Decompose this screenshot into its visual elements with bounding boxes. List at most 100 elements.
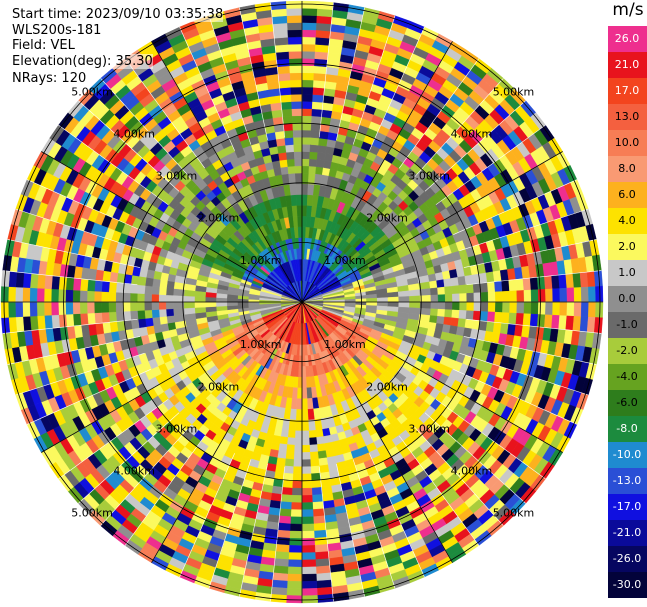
ray-gap — [412, 424, 504, 526]
velocity-cell — [22, 287, 31, 303]
velocity-cell — [137, 310, 146, 320]
velocity-cell — [572, 272, 582, 288]
velocity-cell — [152, 316, 161, 326]
ray-gap — [424, 412, 526, 504]
velocity-cell — [291, 205, 298, 217]
velocity-cell — [301, 430, 310, 439]
velocity-cell — [65, 277, 75, 291]
velocity-cell — [115, 282, 125, 293]
velocity-cell — [452, 301, 460, 311]
velocity-cell — [277, 522, 291, 532]
colorbar-swatch — [608, 26, 647, 53]
velocity-cell — [288, 537, 303, 546]
velocity-cell — [429, 280, 438, 289]
velocity-cell — [129, 292, 138, 303]
velocity-cell — [115, 291, 124, 303]
velocity-cell — [292, 473, 303, 482]
velocity-cell — [172, 301, 185, 310]
velocity-cell — [285, 144, 295, 153]
velocity-cell — [294, 172, 303, 185]
velocity-cell — [296, 194, 303, 206]
ray-gap — [435, 399, 546, 480]
velocity-cell — [290, 516, 303, 525]
range-ring-label: 4.00km — [113, 127, 155, 140]
velocity-cell — [579, 271, 589, 288]
velocity-cell — [522, 313, 532, 327]
velocity-cell — [301, 43, 316, 52]
range-ring-label: 3.00km — [408, 422, 450, 435]
velocity-cell — [274, 464, 286, 474]
velocity-cell — [15, 286, 24, 303]
velocity-cell — [301, 344, 306, 357]
velocity-cell — [307, 408, 315, 421]
velocity-cell — [36, 274, 46, 289]
velocity-cell — [315, 558, 330, 568]
velocity-cell — [464, 318, 474, 330]
colorbar-tick-label: -26.0 — [612, 552, 642, 565]
velocity-cell — [43, 288, 52, 303]
velocity-cell — [72, 301, 81, 315]
velocity-cell — [301, 72, 315, 81]
velocity-cell — [159, 279, 168, 289]
ray-gap — [239, 7, 268, 141]
velocity-cell — [183, 307, 196, 315]
velocity-cell — [430, 301, 439, 310]
ray-gap — [100, 424, 192, 526]
velocity-cell — [7, 286, 16, 303]
colorbar-swatch — [608, 520, 647, 547]
velocity-cell — [523, 301, 532, 315]
velocity-cell — [588, 286, 597, 303]
velocity-cell — [301, 366, 307, 378]
velocity-cell — [316, 8, 333, 18]
velocity-cell — [301, 15, 318, 24]
velocity-cell — [530, 289, 539, 303]
velocity-cell — [29, 301, 38, 317]
colorbar-swatch — [608, 468, 647, 495]
velocity-cell — [529, 277, 539, 291]
velocity-cell — [308, 430, 317, 439]
velocity-cell — [281, 487, 293, 496]
velocity-cell — [101, 301, 110, 313]
velocity-cell — [301, 93, 314, 102]
velocity-cell — [87, 312, 96, 325]
velocity-cell — [294, 430, 303, 439]
velocity-cell — [301, 580, 318, 589]
velocity-cell — [457, 318, 467, 329]
velocity-cell — [419, 294, 432, 303]
velocity-cell — [502, 290, 511, 303]
ray-gap — [26, 369, 151, 425]
velocity-cell — [306, 397, 314, 410]
velocity-cell — [108, 291, 117, 303]
velocity-cell — [437, 301, 446, 310]
velocity-cell — [293, 136, 303, 145]
velocity-cell — [288, 552, 303, 561]
range-ring-label: 4.00km — [451, 127, 493, 140]
range-ring-label: 2.00km — [366, 380, 408, 393]
ray-gap — [466, 319, 602, 334]
velocity-cell — [487, 281, 496, 293]
ray-gap — [352, 15, 396, 145]
velocity-cell — [36, 301, 45, 317]
velocity-cell — [295, 409, 303, 421]
velocity-cell — [293, 151, 303, 160]
velocity-cell — [501, 312, 510, 324]
range-ring-label: 1.00km — [324, 254, 366, 267]
velocity-cell — [301, 165, 310, 174]
velocity-cell — [408, 289, 421, 297]
colorbar-unit: m/s — [612, 0, 644, 20]
velocity-cell — [537, 301, 546, 316]
colorbar-tick-label: -10.0 — [612, 448, 642, 461]
velocity-cell — [313, 72, 327, 82]
velocity-cell — [115, 311, 125, 322]
velocity-cell — [573, 287, 582, 303]
velocity-cell — [43, 301, 52, 316]
velocity-cell — [311, 494, 324, 503]
velocity-cell — [248, 301, 260, 306]
velocity-cell — [287, 559, 303, 568]
colorbar-tick-label: -4.0 — [616, 370, 638, 383]
velocity-cell — [309, 144, 319, 153]
velocity-cell — [473, 292, 482, 303]
velocity-cell — [301, 122, 312, 131]
range-ring-label: 5.00km — [493, 507, 535, 520]
velocity-cell — [151, 301, 160, 311]
